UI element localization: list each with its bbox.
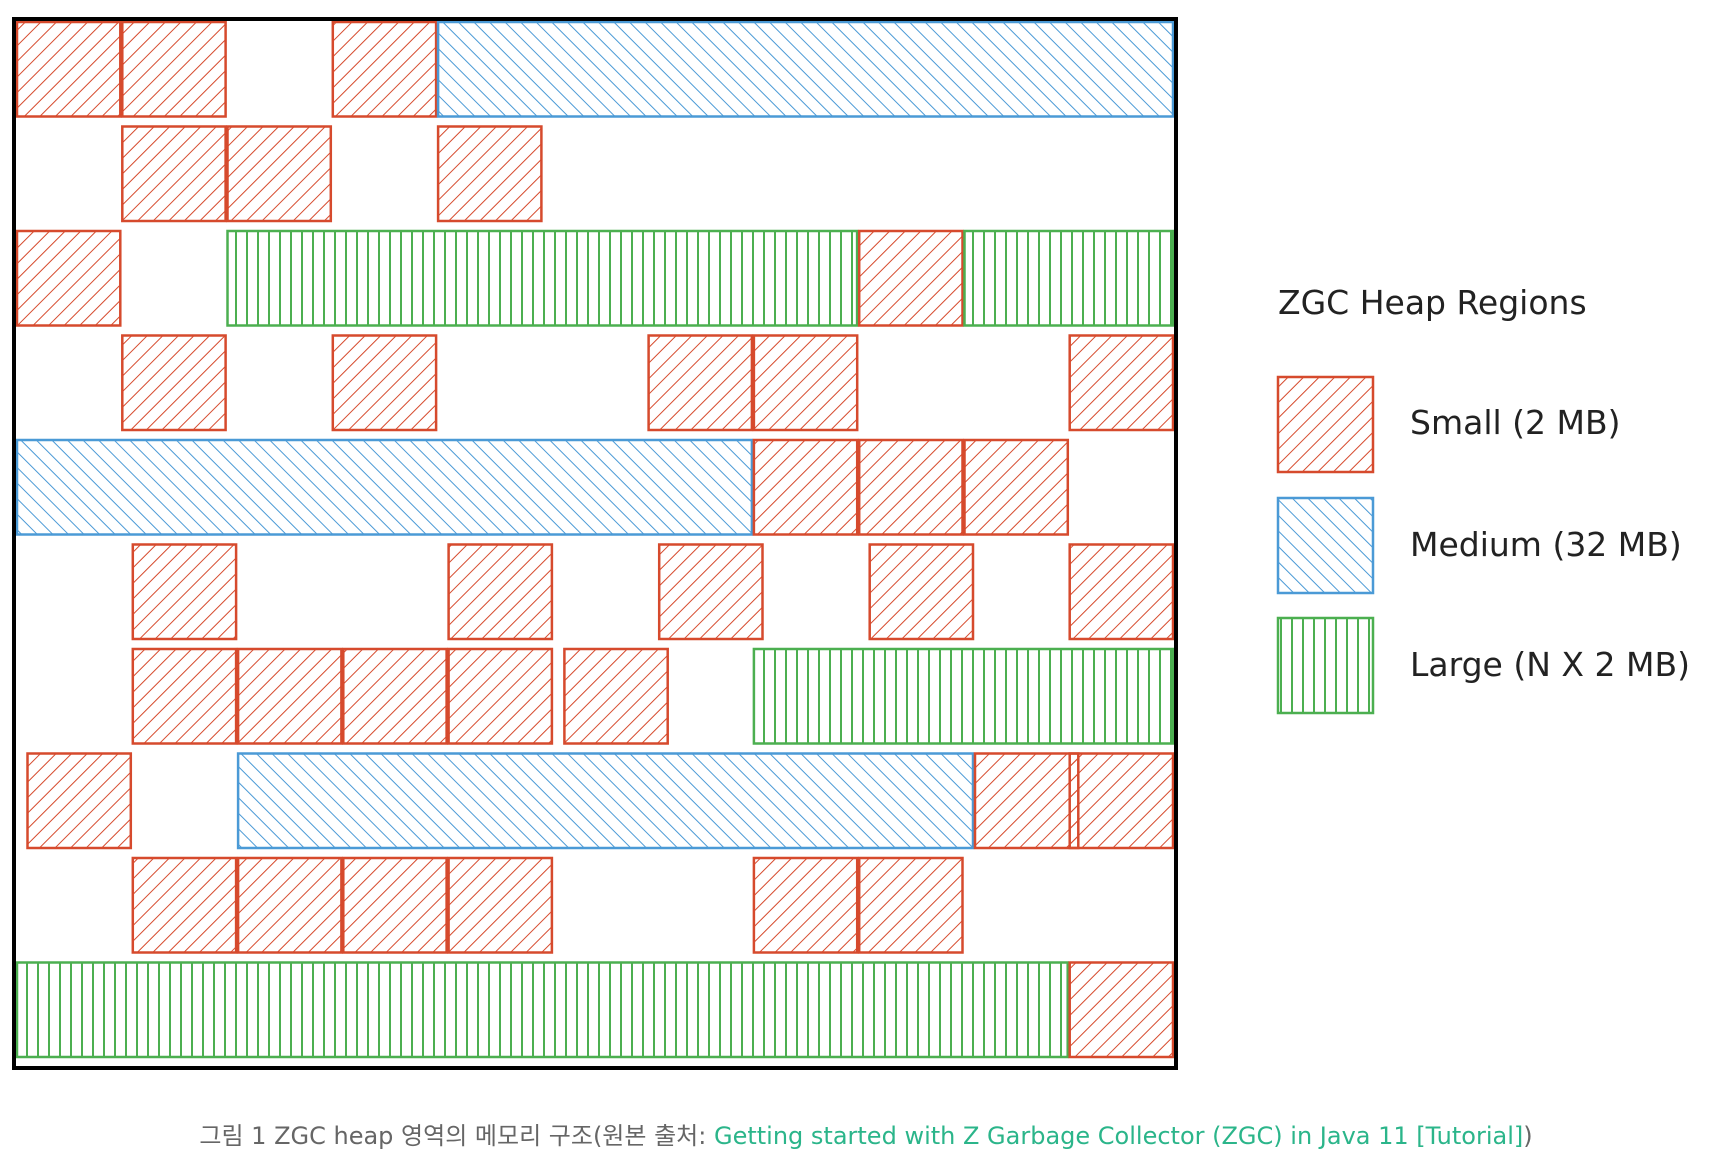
heap-regions xyxy=(15,20,1175,1059)
small-region xyxy=(342,647,448,745)
small-region xyxy=(436,125,543,223)
legend-label-small: Small (2 MB) xyxy=(1410,403,1621,442)
small-region xyxy=(1068,334,1175,432)
small-region xyxy=(857,438,964,536)
small-region xyxy=(563,647,669,745)
small-region xyxy=(447,647,554,745)
small-region xyxy=(15,20,122,118)
small-region xyxy=(121,334,227,432)
legend-label-large: Large (N X 2 MB) xyxy=(1410,645,1690,684)
small-region xyxy=(1068,961,1175,1059)
medium-region xyxy=(15,438,754,536)
small-region xyxy=(1068,752,1175,850)
large-region xyxy=(15,961,1069,1059)
small-region xyxy=(868,543,975,641)
legend: ZGC Heap Regions Small (2 MB) Medium (32… xyxy=(1276,283,1690,715)
small-region xyxy=(131,856,238,954)
legend-title: ZGC Heap Regions xyxy=(1278,283,1587,322)
zgc-heap-diagram: ZGC Heap Regions Small (2 MB) Medium (32… xyxy=(12,17,1690,1070)
small-region xyxy=(131,647,238,745)
legend-swatch-small xyxy=(1276,375,1375,474)
small-region xyxy=(15,229,122,327)
small-region xyxy=(342,856,448,954)
small-region xyxy=(752,334,859,432)
small-region xyxy=(752,438,859,536)
small-region xyxy=(131,543,238,641)
small-region xyxy=(226,125,333,223)
small-region xyxy=(973,752,1080,850)
small-region xyxy=(647,334,754,432)
caption-prefix: 그림 1 ZGC heap 영역의 메모리 구조(원본 출처: xyxy=(199,1122,714,1150)
small-region xyxy=(447,543,554,641)
small-region xyxy=(236,856,343,954)
small-region xyxy=(1068,543,1175,641)
small-region xyxy=(331,20,438,118)
large-region xyxy=(752,647,1175,745)
small-region xyxy=(857,856,964,954)
small-region xyxy=(121,125,227,223)
figure-caption: 그림 1 ZGC heap 영역의 메모리 구조(원본 출처: Getting … xyxy=(0,1116,1732,1151)
medium-region xyxy=(436,20,1175,118)
source-link[interactable]: Getting started with Z Garbage Collector… xyxy=(713,1122,1524,1150)
small-region xyxy=(857,229,964,327)
medium-region xyxy=(236,752,975,850)
small-region xyxy=(236,647,343,745)
small-region xyxy=(447,856,554,954)
small-region xyxy=(331,334,438,432)
legend-label-medium: Medium (32 MB) xyxy=(1410,525,1682,564)
large-region xyxy=(226,229,859,327)
small-region xyxy=(121,20,227,118)
caption-suffix: ) xyxy=(1523,1122,1533,1150)
legend-swatch-medium xyxy=(1276,496,1375,595)
heap-frame xyxy=(12,17,1178,1070)
small-region xyxy=(752,856,859,954)
small-region xyxy=(657,543,764,641)
small-region xyxy=(963,438,1070,536)
large-region xyxy=(963,229,1175,327)
legend-swatch-large xyxy=(1276,616,1375,715)
small-region xyxy=(26,752,133,850)
